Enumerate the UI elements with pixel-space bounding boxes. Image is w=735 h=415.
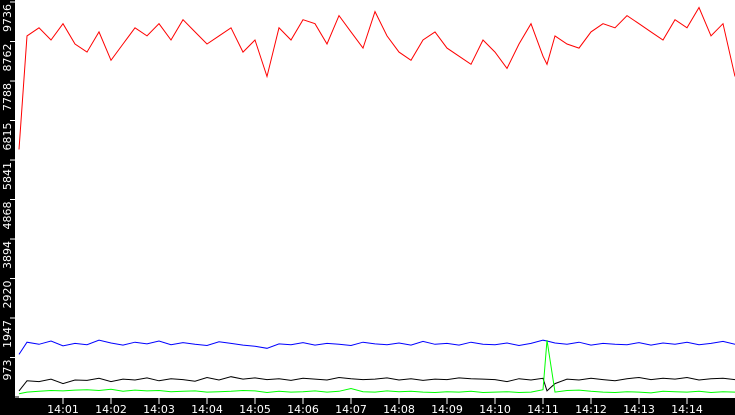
x-tick-label: 14:06 — [287, 403, 319, 415]
y-tick-label: 7788 — [1, 83, 14, 111]
x-tick-label: 14:07 — [335, 403, 367, 415]
x-tick-label: 14:05 — [239, 403, 271, 415]
x-tick-label: 14:11 — [527, 403, 559, 415]
x-tick-label: 14:01 — [47, 403, 79, 415]
series-line-0 — [18, 6, 735, 150]
y-tick-label: 1947 — [1, 320, 14, 348]
series-line-1 — [18, 339, 735, 355]
y-tick-label: 5841 — [1, 162, 14, 190]
series-layer — [18, 6, 735, 395]
x-tick-label: 14:10 — [479, 403, 511, 415]
x-tick-label: 14:03 — [143, 403, 175, 415]
y-tick-label: 3894 — [1, 241, 14, 269]
y-tick-label: 8762 — [1, 44, 14, 72]
y-tick-label: 9736 — [1, 4, 14, 32]
x-axis: 14:01 14:02 14:03 14:04 14:05 14:06 14:07 14:08… — [0, 398, 735, 415]
series-line-3 — [18, 340, 735, 395]
x-tick-label: 14:02 — [95, 403, 127, 415]
x-tick-label: 14:12 — [575, 403, 607, 415]
y-tick-label: 973 — [1, 360, 14, 381]
x-tick-label: 14:09 — [431, 403, 463, 415]
x-axis-bar — [0, 398, 735, 415]
x-tick-label: 14:04 — [191, 403, 223, 415]
y-tick-label: 6815 — [1, 123, 14, 151]
x-tick-label: 14:13 — [623, 403, 655, 415]
x-tick-label: 14:08 — [383, 403, 415, 415]
y-tick-label: 2920 — [1, 281, 14, 309]
y-axis: 0973194729203894486858416815778887629736 — [0, 0, 19, 415]
series-line-2 — [18, 376, 735, 392]
y-tick-label: 4868 — [1, 202, 14, 230]
y-axis-bar — [0, 0, 15, 415]
x-tick-label: 14:14 — [671, 403, 703, 415]
plot-background — [15, 0, 735, 398]
